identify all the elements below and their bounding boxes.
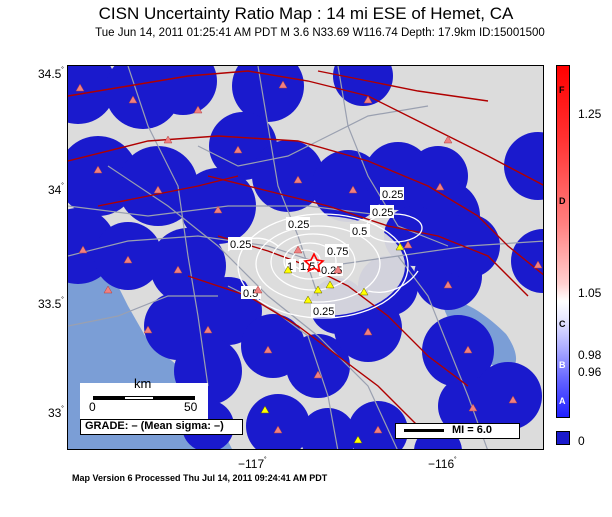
grade-c: C [559,319,566,329]
scale-unit: km [134,376,152,391]
contour-label: 0.25 [382,189,403,201]
colorbar [556,65,570,418]
scale-end: 50 [184,400,198,414]
mi-legend: MI = 6.0 [395,423,520,439]
event-info: Tue Jun 14, 2011 01:25:41 AM PDT M 3.6 N… [95,27,545,39]
mi-line [404,429,444,432]
colorbar-tick: 1.25 [578,107,602,121]
contour-label: 0.75 [327,246,348,258]
scale-start: 0 [89,400,96,414]
grade-b: B [559,360,566,370]
grade-box: GRADE: – (Mean sigma: –) [80,419,243,435]
map-title: CISN Uncertainty Ratio Map : 14 mi ESE o… [98,4,514,23]
lon-label-117: −117˚ [238,456,267,471]
footer-info: Map Version 6 Processed Thu Jul 14, 2011… [72,473,328,483]
grade-a: A [559,396,566,406]
colorbar-low-swatch [556,431,570,445]
uncertainty-low-areas [68,66,543,449]
contour-label: 0.25 [313,306,334,318]
contour-label: 0.5 [352,226,367,238]
lon-label-116: −116˚ [428,456,457,471]
uncertainty-contours [227,213,423,319]
stations-yellow [260,242,405,444]
faults [68,70,543,427]
colorbar-tick: 0.98 [578,348,602,362]
lat-label-34-5: 34.5˚ [37,66,64,81]
grade-d: D [559,196,566,206]
lat-label-34: 34˚ [47,182,64,197]
colorbar-tick: 0.96 [578,365,602,379]
contour-label: 1 [287,261,293,273]
colorbar-tick: 1.05 [578,286,602,300]
grade-f: F [559,85,565,95]
mi-text: MI = 6.0 [452,424,493,436]
contour-label: 0.25 [230,239,251,251]
epicenter-star-icon [303,252,325,273]
contour-label: 0.5 [243,288,258,300]
scale-bar: km 0 50 [80,376,208,435]
lat-label-33: 33˚ [47,405,64,420]
seismic-stations [75,80,543,434]
lat-label-33-5: 33.5˚ [37,296,64,311]
colorbar-tick: 0 [578,434,585,448]
contour-label: 0.25 [288,219,309,231]
contour-label: 0.25 [372,207,393,219]
